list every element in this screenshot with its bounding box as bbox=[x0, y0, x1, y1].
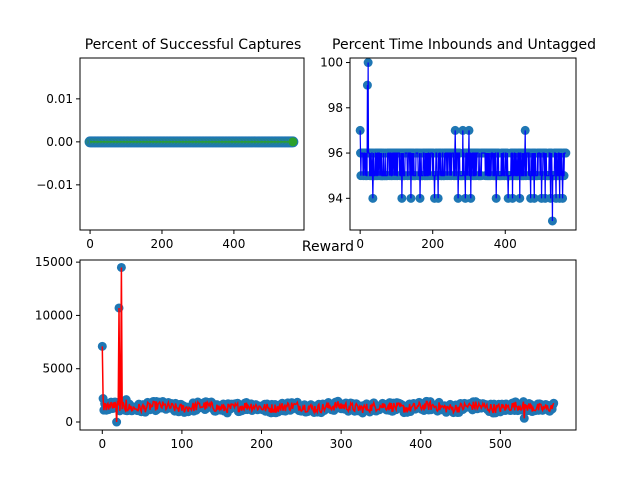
plot-area bbox=[97, 262, 559, 427]
y-axis: 0.01 0.00 −0.01 bbox=[36, 92, 80, 192]
x-axis: 0 200 400 bbox=[86, 230, 245, 251]
series-line bbox=[101, 267, 555, 423]
y-tick-label: −0.01 bbox=[36, 178, 73, 192]
plot-area bbox=[84, 136, 299, 148]
y-tick-label: 98 bbox=[328, 101, 343, 115]
chart-title: Percent of Successful Captures bbox=[85, 37, 302, 53]
x-tick-label: 300 bbox=[330, 437, 353, 451]
y-axis: 0 5000 10000 15000 bbox=[35, 255, 80, 429]
x-tick-label: 200 bbox=[250, 437, 273, 451]
x-axis: 0 100 200 300 400 500 bbox=[98, 430, 512, 451]
y-axis: 94 96 98 100 bbox=[320, 56, 350, 205]
x-tick-label: 500 bbox=[489, 437, 512, 451]
chart-reward: Reward 0 100 200 300 400 500 0 5000 10000 15000 bbox=[35, 239, 577, 451]
chart-captures: Percent of Successful Captures 0 200 400 0… bbox=[36, 37, 305, 251]
y-tick-label: 94 bbox=[328, 191, 343, 205]
chart-title: Reward bbox=[302, 239, 354, 255]
y-tick-label: 0.00 bbox=[46, 135, 73, 149]
chart-inbounds-untagged: Percent Time Inbounds and Untagged 0 200 4… bbox=[320, 37, 596, 251]
axes-frame bbox=[79, 259, 577, 431]
y-tick-label: 5000 bbox=[42, 362, 73, 376]
x-tick-label: 400 bbox=[494, 237, 517, 251]
x-tick-label: 200 bbox=[151, 237, 174, 251]
y-tick-label: 100 bbox=[320, 56, 343, 70]
x-axis: 0 200 400 bbox=[356, 230, 517, 251]
series-line bbox=[359, 62, 566, 221]
x-tick-label: 0 bbox=[86, 237, 94, 251]
axes-frame bbox=[349, 57, 577, 231]
y-tick-label: 96 bbox=[328, 146, 343, 160]
x-tick-label: 200 bbox=[421, 237, 444, 251]
x-tick-label: 0 bbox=[356, 237, 364, 251]
x-tick-label: 0 bbox=[98, 437, 106, 451]
axes-frame bbox=[79, 57, 305, 231]
plot-area bbox=[355, 58, 571, 226]
x-tick-label: 400 bbox=[222, 237, 245, 251]
x-tick-label: 100 bbox=[170, 437, 193, 451]
chart-title: Percent Time Inbounds and Untagged bbox=[332, 37, 596, 53]
x-tick-label: 400 bbox=[409, 437, 432, 451]
y-tick-label: 0.01 bbox=[46, 92, 73, 106]
y-tick-label: 10000 bbox=[35, 308, 73, 322]
y-tick-label: 15000 bbox=[35, 255, 73, 269]
y-tick-label: 0 bbox=[65, 415, 73, 429]
